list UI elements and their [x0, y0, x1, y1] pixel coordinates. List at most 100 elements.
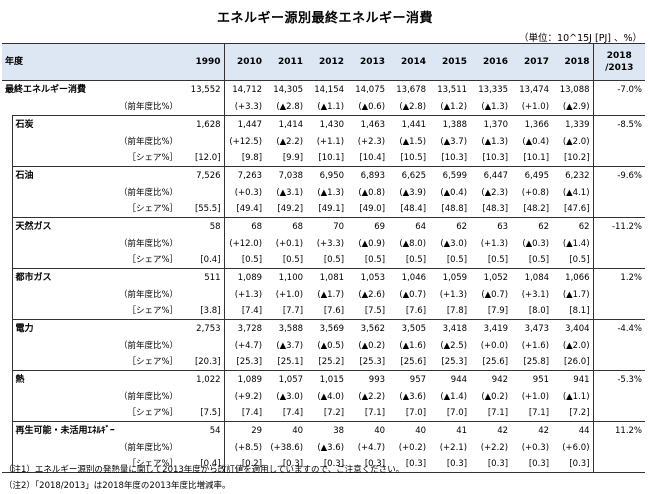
change-cell: 11.2%: [592, 421, 646, 439]
yoy-row: （前年度比%） (+1.3) (+1.0) (▲1.7) (▲2.6) (▲0.7) (+1…: [2, 286, 646, 303]
value-cell: 1,022: [182, 370, 225, 388]
yoy-cell: (▲0.9): [358, 238, 386, 249]
header-year: 2016: [470, 43, 512, 81]
value-cell: 1,447: [224, 115, 266, 133]
yoy-cell: (+0.3): [234, 187, 263, 198]
yoy-cell: (+2.3): [357, 136, 386, 147]
indent-spacer: [2, 456, 12, 473]
share-cell: [25.6]: [400, 357, 427, 367]
value-cell: 6,893: [347, 166, 389, 184]
change-cell: -8.5%: [592, 115, 646, 133]
value-cell: 63: [470, 217, 512, 235]
yoy-cell: (+3.3): [234, 101, 263, 112]
indent-spacer: [2, 184, 12, 201]
value-cell: 1,100: [265, 268, 307, 286]
share-cell: [25.6]: [482, 357, 509, 367]
share-cell: [10.4]: [359, 153, 386, 163]
yoy-cell: [182, 286, 225, 303]
share-cell: [0.3]: [347, 456, 389, 473]
value-cell: 64: [388, 217, 430, 235]
value-cell: 993: [347, 370, 389, 388]
yoy-cell: (▲2.2): [276, 136, 304, 147]
yoy-cell: (▲1.4): [440, 391, 468, 402]
change-blank: [592, 405, 646, 422]
indent-spacer: [2, 405, 12, 422]
yoy-cell: (▲1.7): [317, 289, 345, 300]
share-cell: [0.3]: [552, 456, 594, 473]
share-cell: [7.4]: [241, 306, 263, 316]
category-label: 石油: [11, 166, 183, 184]
indent-spacer: [2, 252, 12, 269]
yoy-cell: (▲0.5): [317, 340, 345, 351]
share-cell: [0.5]: [364, 255, 386, 265]
yoy-cell: [182, 439, 225, 456]
share-cell: [7.8]: [446, 306, 468, 316]
change-blank: [592, 98, 646, 116]
share-cell: [7.4]: [282, 408, 304, 418]
share-cell: [7.1]: [528, 408, 550, 418]
share-cell: [7.0]: [446, 408, 468, 418]
yoy-cell: [182, 184, 225, 201]
share-label: ［シェア%］: [11, 354, 183, 371]
yoy-label: （前年度比%）: [11, 235, 183, 252]
category-row: 天然ガス 58 68 68 70 69 64 62 63 62 62 -11.2%: [2, 217, 646, 235]
yoy-cell: (▲0.2): [481, 391, 509, 402]
change-blank: [592, 354, 646, 371]
share-cell: [25.3]: [359, 357, 386, 367]
share-label: ［シェア%］: [11, 456, 183, 473]
yoy-cell: (▲0.7): [481, 289, 509, 300]
header-year: 2010: [224, 43, 266, 81]
indent-spacer: [2, 133, 12, 150]
share-cell: [7.2]: [323, 408, 345, 418]
change-blank: [592, 303, 646, 320]
value-cell: 1,015: [306, 370, 348, 388]
value-cell: 7,526: [182, 166, 225, 184]
yoy-cell: (▲1.4): [562, 238, 590, 249]
yoy-label: （前年度比%）: [11, 133, 183, 150]
yoy-cell: (+38.6): [270, 442, 304, 453]
share-cell: [25.3]: [441, 357, 468, 367]
value-cell: 944: [429, 370, 471, 388]
yoy-row: （前年度比%） (+8.5) (+38.6) (▲3.6) (+4.7) (+0.2) (+…: [2, 439, 646, 456]
category-label: 天然ガス: [11, 217, 183, 235]
share-cell: [0.2]: [224, 456, 266, 473]
yoy-cell: (+1.0): [521, 391, 550, 402]
value-cell: 3,404: [552, 319, 594, 337]
indent-spacer: [2, 235, 12, 252]
yoy-cell: (▲2.2): [358, 391, 386, 402]
yoy-cell: (+3.1): [521, 289, 550, 300]
value-cell: 1,628: [182, 115, 225, 133]
value-cell: 941: [552, 370, 594, 388]
unit-note: （単位：10^15J [PJ] 、%）: [519, 33, 642, 44]
share-cell: [7.6]: [405, 306, 427, 316]
indent-spacer: [2, 354, 12, 371]
indent-spacer: [2, 201, 12, 218]
share-cell: [0.5]: [569, 255, 590, 265]
value-cell: 1,366: [511, 115, 553, 133]
share-cell: [12.0]: [182, 150, 225, 167]
value-cell: 13,088: [552, 80, 594, 98]
value-cell: 13,474: [511, 80, 553, 98]
category-row: 再生可能・未活用ｴﾈﾙｷﾞｰ 54 29 40 38 40 40 41 42 42 44 11.2%: [2, 421, 646, 439]
header-year: 2017: [511, 43, 553, 81]
indent-spacer: [2, 150, 12, 167]
value-cell: 511: [182, 268, 225, 286]
energy-consumption-table: 年度 1990 2010 2011 2012 2013 2014 2015 20…: [2, 43, 646, 473]
yoy-cell: (▲3.0): [440, 238, 468, 249]
yoy-cell: (+1.3): [439, 289, 468, 300]
share-cell: [48.8]: [441, 204, 468, 214]
value-cell: 951: [511, 370, 553, 388]
category-label: 都市ガス: [11, 268, 183, 286]
value-cell: 6,599: [429, 166, 471, 184]
value-cell: 38: [306, 421, 348, 439]
value-cell: 58: [182, 217, 225, 235]
value-cell: 40: [388, 421, 430, 439]
value-cell: 3,419: [470, 319, 512, 337]
yoy-cell: (▲2.8): [399, 101, 427, 112]
yoy-cell: (▲0.4): [522, 136, 550, 147]
value-cell: 1,430: [306, 115, 348, 133]
yoy-cell: (▲0.4): [440, 187, 468, 198]
share-cell: [47.6]: [563, 204, 590, 214]
share-cell: [0.5]: [487, 255, 509, 265]
value-cell: 3,569: [306, 319, 348, 337]
